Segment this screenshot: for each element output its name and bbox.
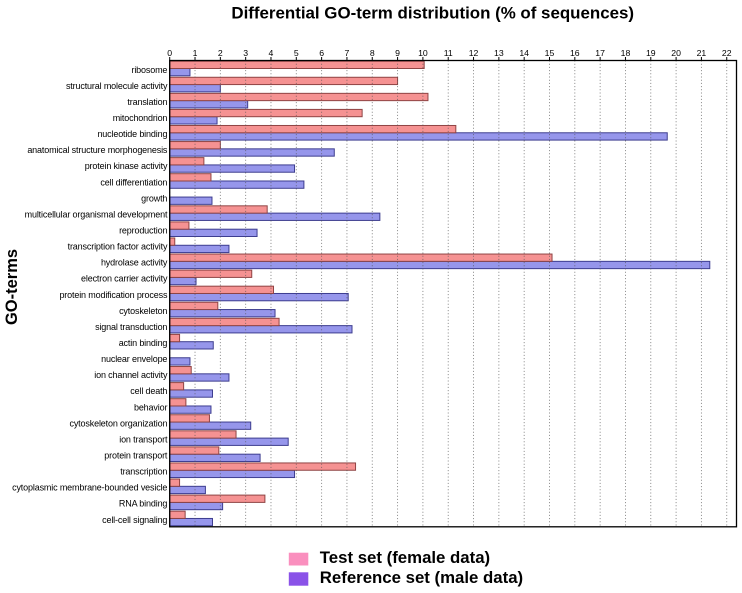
svg-text:nuclear envelope: nuclear envelope (101, 354, 167, 364)
svg-text:RNA binding: RNA binding (119, 499, 168, 509)
svg-text:2: 2 (218, 48, 223, 58)
svg-text:mitochondrion: mitochondrion (113, 113, 168, 123)
svg-text:reproduction: reproduction (119, 226, 167, 236)
svg-text:3: 3 (243, 48, 248, 58)
svg-text:1: 1 (193, 48, 198, 58)
svg-text:10: 10 (418, 48, 428, 58)
svg-text:hydrolase activity: hydrolase activity (101, 258, 168, 268)
svg-text:cytoskeleton: cytoskeleton (119, 306, 167, 316)
svg-text:20: 20 (671, 48, 681, 58)
svg-text:transcription factor activity: transcription factor activity (68, 242, 168, 252)
svg-text:multicellular organismal devel: multicellular organismal development (25, 209, 168, 219)
svg-text:17: 17 (595, 48, 605, 58)
svg-text:Test set (female data): Test set (female data) (320, 548, 490, 567)
svg-text:16: 16 (570, 48, 580, 58)
svg-text:5: 5 (294, 48, 299, 58)
svg-text:0: 0 (167, 48, 172, 58)
svg-text:structural molecule activity: structural molecule activity (66, 81, 168, 91)
svg-text:electron carrier activity: electron carrier activity (81, 274, 168, 284)
svg-text:protein transport: protein transport (104, 450, 168, 460)
svg-text:7: 7 (345, 48, 350, 58)
svg-text:actin binding: actin binding (119, 338, 168, 348)
svg-text:protein modification process: protein modification process (59, 290, 168, 300)
svg-text:anatomical structure morphogen: anatomical structure morphogenesis (27, 145, 168, 155)
svg-text:13: 13 (494, 48, 504, 58)
svg-text:14: 14 (519, 48, 529, 58)
svg-text:cytoskeleton organization: cytoskeleton organization (69, 418, 167, 428)
svg-text:ion channel activity: ion channel activity (94, 370, 168, 380)
svg-text:22: 22 (722, 48, 732, 58)
svg-text:nucleotide binding: nucleotide binding (97, 129, 167, 139)
svg-text:Reference set (male data): Reference set (male data) (320, 568, 523, 587)
svg-text:21: 21 (697, 48, 707, 58)
svg-text:19: 19 (646, 48, 656, 58)
svg-text:12: 12 (469, 48, 479, 58)
svg-text:signal transduction: signal transduction (95, 322, 167, 332)
svg-text:18: 18 (621, 48, 631, 58)
svg-text:8: 8 (370, 48, 375, 58)
svg-text:ion transport: ion transport (119, 434, 168, 444)
svg-text:cell death: cell death (130, 386, 167, 396)
svg-text:translation: translation (127, 97, 167, 107)
svg-text:ribosome: ribosome (131, 65, 167, 75)
svg-text:cell-cell signaling: cell-cell signaling (102, 515, 167, 525)
svg-text:behavior: behavior (134, 402, 167, 412)
svg-text:9: 9 (395, 48, 400, 58)
svg-text:Differential GO-term distribut: Differential GO-term distribution (% of … (231, 4, 634, 23)
svg-text:GO-terms: GO-terms (3, 249, 21, 325)
svg-text:15: 15 (545, 48, 555, 58)
svg-text:cytoplasmic membrane-bounded v: cytoplasmic membrane-bounded vesicle (12, 483, 167, 493)
svg-text:4: 4 (269, 48, 274, 58)
svg-text:protein kinase activity: protein kinase activity (85, 161, 168, 171)
svg-text:cell differentiation: cell differentiation (100, 177, 167, 187)
svg-text:growth: growth (141, 193, 167, 203)
svg-text:11: 11 (444, 48, 453, 58)
svg-text:transcription: transcription (120, 467, 167, 477)
svg-text:6: 6 (319, 48, 324, 58)
